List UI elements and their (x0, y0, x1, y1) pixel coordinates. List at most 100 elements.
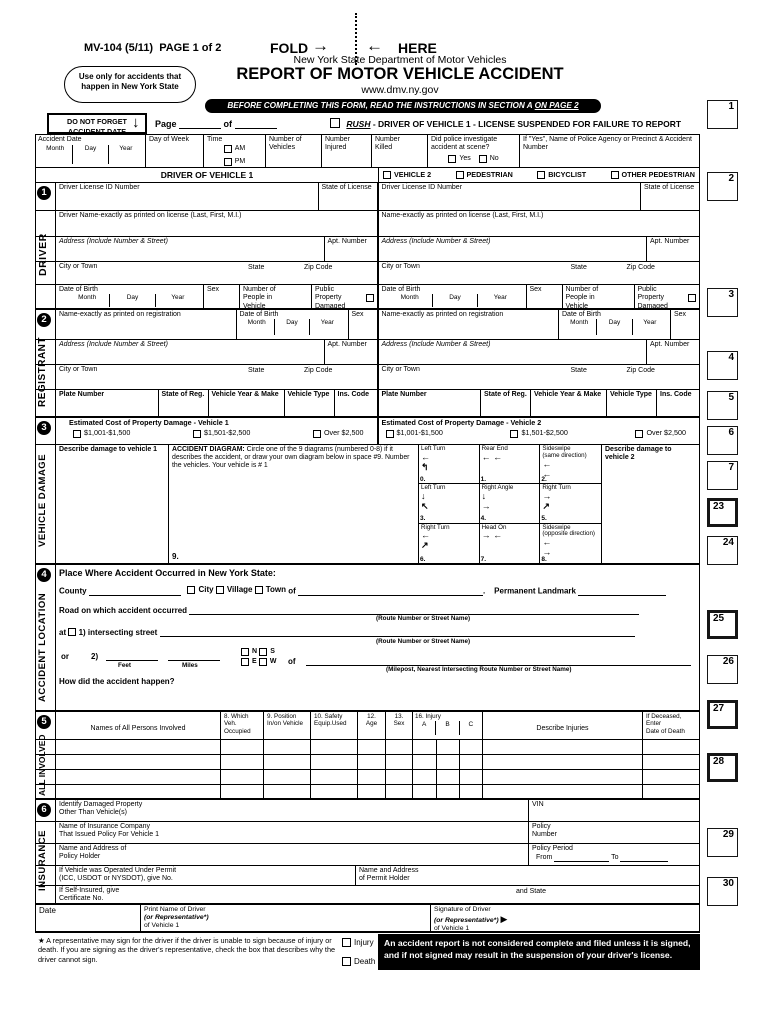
policy-holder-cell[interactable]: Name and Address of Policy Holder (56, 844, 529, 865)
registrant2-dob-cell[interactable]: Date of Birth Month Day Year (559, 310, 671, 339)
diagram-cell-3[interactable]: Left Turn ↓ ↖ 3. (419, 484, 480, 524)
driver2-sex-cell[interactable]: Sex (527, 285, 563, 308)
driver2-city-cell[interactable]: City or Town State Zip Code (379, 262, 700, 284)
west-checkbox[interactable] (258, 658, 267, 667)
page-number-field[interactable] (179, 120, 222, 129)
involved-cell[interactable] (437, 740, 460, 754)
permanent-landmark-field[interactable] (578, 587, 667, 597)
margin-box-23[interactable]: 23 (707, 498, 738, 527)
plate2-yearmake-cell[interactable]: Vehicle Year & Make (531, 390, 607, 416)
cost2-opt3-checkbox[interactable] (635, 429, 644, 438)
driver2-state-of-license-cell[interactable]: State of License (641, 183, 699, 210)
driver1-people-cell[interactable]: Number of People in Vehicle (240, 285, 312, 310)
margin-box-25[interactable]: 25 (707, 610, 738, 639)
describe-damage-v2-cell[interactable]: Describe damage to vehicle 2 (602, 445, 699, 563)
involved-cell[interactable] (413, 785, 437, 798)
involved-cell[interactable] (264, 755, 311, 769)
registrant1-name-cell[interactable]: Name-exactly as printed on registration (56, 310, 237, 339)
margin-box-24[interactable]: 24 (707, 536, 738, 565)
involved-cell[interactable] (483, 785, 643, 798)
registrant2-sex-cell[interactable]: Sex (671, 310, 699, 339)
driver1-address-cell[interactable]: Address (Include Number & Street) (56, 237, 325, 261)
margin-box-26[interactable]: 26 (707, 655, 738, 684)
driver1-apt-cell[interactable]: Apt. Number (325, 237, 377, 261)
involved-cell[interactable] (264, 785, 311, 798)
registrant1-address-cell[interactable]: Address (Include Number & Street) (56, 340, 325, 364)
involved-cell[interactable] (386, 785, 413, 798)
registrant2-apt-cell[interactable]: Apt. Number (647, 340, 699, 364)
policy-number-cell[interactable]: Policy Number (529, 822, 699, 843)
self-insured-cell[interactable]: If Self-Insured, give Certificate No. an… (56, 886, 699, 903)
registrant2-name-cell[interactable]: Name-exactly as printed on registration (379, 310, 559, 339)
margin-box-1[interactable]: 1 (707, 100, 738, 129)
east-checkbox[interactable] (241, 658, 249, 667)
permit-cell[interactable]: If Vehicle was Operated Under Permit (IC… (56, 866, 356, 885)
involved-cell[interactable] (483, 770, 643, 784)
diagram-cell-6[interactable]: Right Turn ← ↗ 6. (419, 523, 480, 563)
vin-cell[interactable]: VIN (529, 800, 699, 821)
plate1-state-cell[interactable]: State of Reg. (159, 390, 209, 416)
involved-cell[interactable] (437, 785, 460, 798)
cost1-opt2-checkbox[interactable] (192, 429, 201, 438)
page-total-field[interactable] (234, 120, 277, 129)
involved-cell[interactable] (311, 740, 358, 754)
plate1-yearmake-cell[interactable]: Vehicle Year & Make (209, 390, 285, 416)
cost2-opt2-checkbox[interactable] (510, 429, 519, 438)
margin-box-4[interactable]: 4 (707, 351, 738, 380)
driver2-address-cell[interactable]: Address (Include Number & Street) (379, 237, 647, 261)
date-cell[interactable]: Date (36, 905, 141, 931)
cost1-opt3-checkbox[interactable] (312, 429, 321, 438)
driver2-apt-cell[interactable]: Apt. Number (647, 237, 699, 261)
involved-cell[interactable] (643, 770, 699, 784)
signature-cell[interactable]: Signature of Driver (or Representative*)… (431, 905, 699, 932)
diagram-cell-4[interactable]: Right Angle ↓ → 4. (479, 484, 541, 524)
rush-checkbox[interactable] (330, 118, 340, 128)
village-checkbox[interactable] (215, 585, 224, 594)
involved-cell[interactable] (386, 740, 413, 754)
margin-box-27[interactable]: 27 (707, 700, 738, 729)
involved-cell[interactable] (460, 770, 483, 784)
intersecting-checkbox[interactable] (68, 628, 77, 636)
number-injured-cell[interactable]: Number Injured (322, 135, 372, 167)
policy-to-field[interactable] (620, 853, 669, 863)
driver2-people-cell[interactable]: Number of People in Vehicle (563, 285, 635, 310)
driver1-state-of-license-cell[interactable]: State of License (319, 183, 377, 210)
involved-cell[interactable] (437, 755, 460, 769)
involved-cell[interactable] (358, 755, 386, 769)
print-name-cell[interactable]: Print Name of Driver (or Representative*… (141, 905, 431, 931)
pm-checkbox[interactable] (223, 157, 232, 166)
driver2-license-id-cell[interactable]: Driver License ID Number (379, 183, 641, 210)
day-of-week-cell[interactable]: Day of Week (146, 135, 204, 167)
involved-cell[interactable] (460, 740, 483, 754)
driver1-license-id-cell[interactable]: Driver License ID Number (56, 183, 319, 210)
diagram-cell-1[interactable]: Rear End ← ← 1. (479, 445, 541, 485)
margin-box-2[interactable]: 2 (707, 172, 738, 201)
policy-period-cell[interactable]: Policy Period From To (529, 844, 699, 865)
diagram-cell-2[interactable]: Sideswipe (same direction) ← ← 2. (540, 445, 601, 485)
registrant1-city-cell[interactable]: City or Town State Zip Code (56, 365, 377, 389)
registrant2-city-cell[interactable]: City or Town State Zip Code (379, 365, 700, 389)
county-field[interactable] (88, 587, 181, 597)
plate1-inscode-cell[interactable]: Ins. Code (335, 390, 377, 416)
plate2-type-cell[interactable]: Vehicle Type (607, 390, 657, 416)
margin-box-5[interactable]: 5 (707, 391, 738, 420)
involved-cell[interactable] (264, 770, 311, 784)
involved-cell[interactable] (437, 770, 460, 784)
number-killed-cell[interactable]: Number Killed (372, 135, 428, 167)
involved-cell[interactable] (221, 740, 264, 754)
miles-field[interactable] (168, 652, 220, 661)
involved-cell[interactable] (413, 755, 437, 769)
permit-holder-cell[interactable]: Name and Address of Permit Holder (356, 866, 699, 885)
diagram-cell-5[interactable]: Right Turn → ↗ 5. (540, 484, 601, 524)
diagram-cell-8[interactable]: Sideswipe (opposite direction) ← → 8. (540, 524, 601, 563)
south-checkbox[interactable] (259, 648, 268, 657)
driver2-dob-cell[interactable]: Date of Birth Month Day Year (379, 285, 527, 308)
involved-cell[interactable] (643, 740, 699, 754)
registrant1-sex-cell[interactable]: Sex (349, 310, 377, 339)
am-checkbox[interactable] (223, 145, 232, 154)
margin-box-3[interactable]: 3 (707, 288, 738, 317)
plate1-type-cell[interactable]: Vehicle Type (285, 390, 335, 416)
involved-cell[interactable] (460, 785, 483, 798)
plate2-state-cell[interactable]: State of Reg. (481, 390, 531, 416)
margin-box-28[interactable]: 28 (707, 753, 738, 782)
